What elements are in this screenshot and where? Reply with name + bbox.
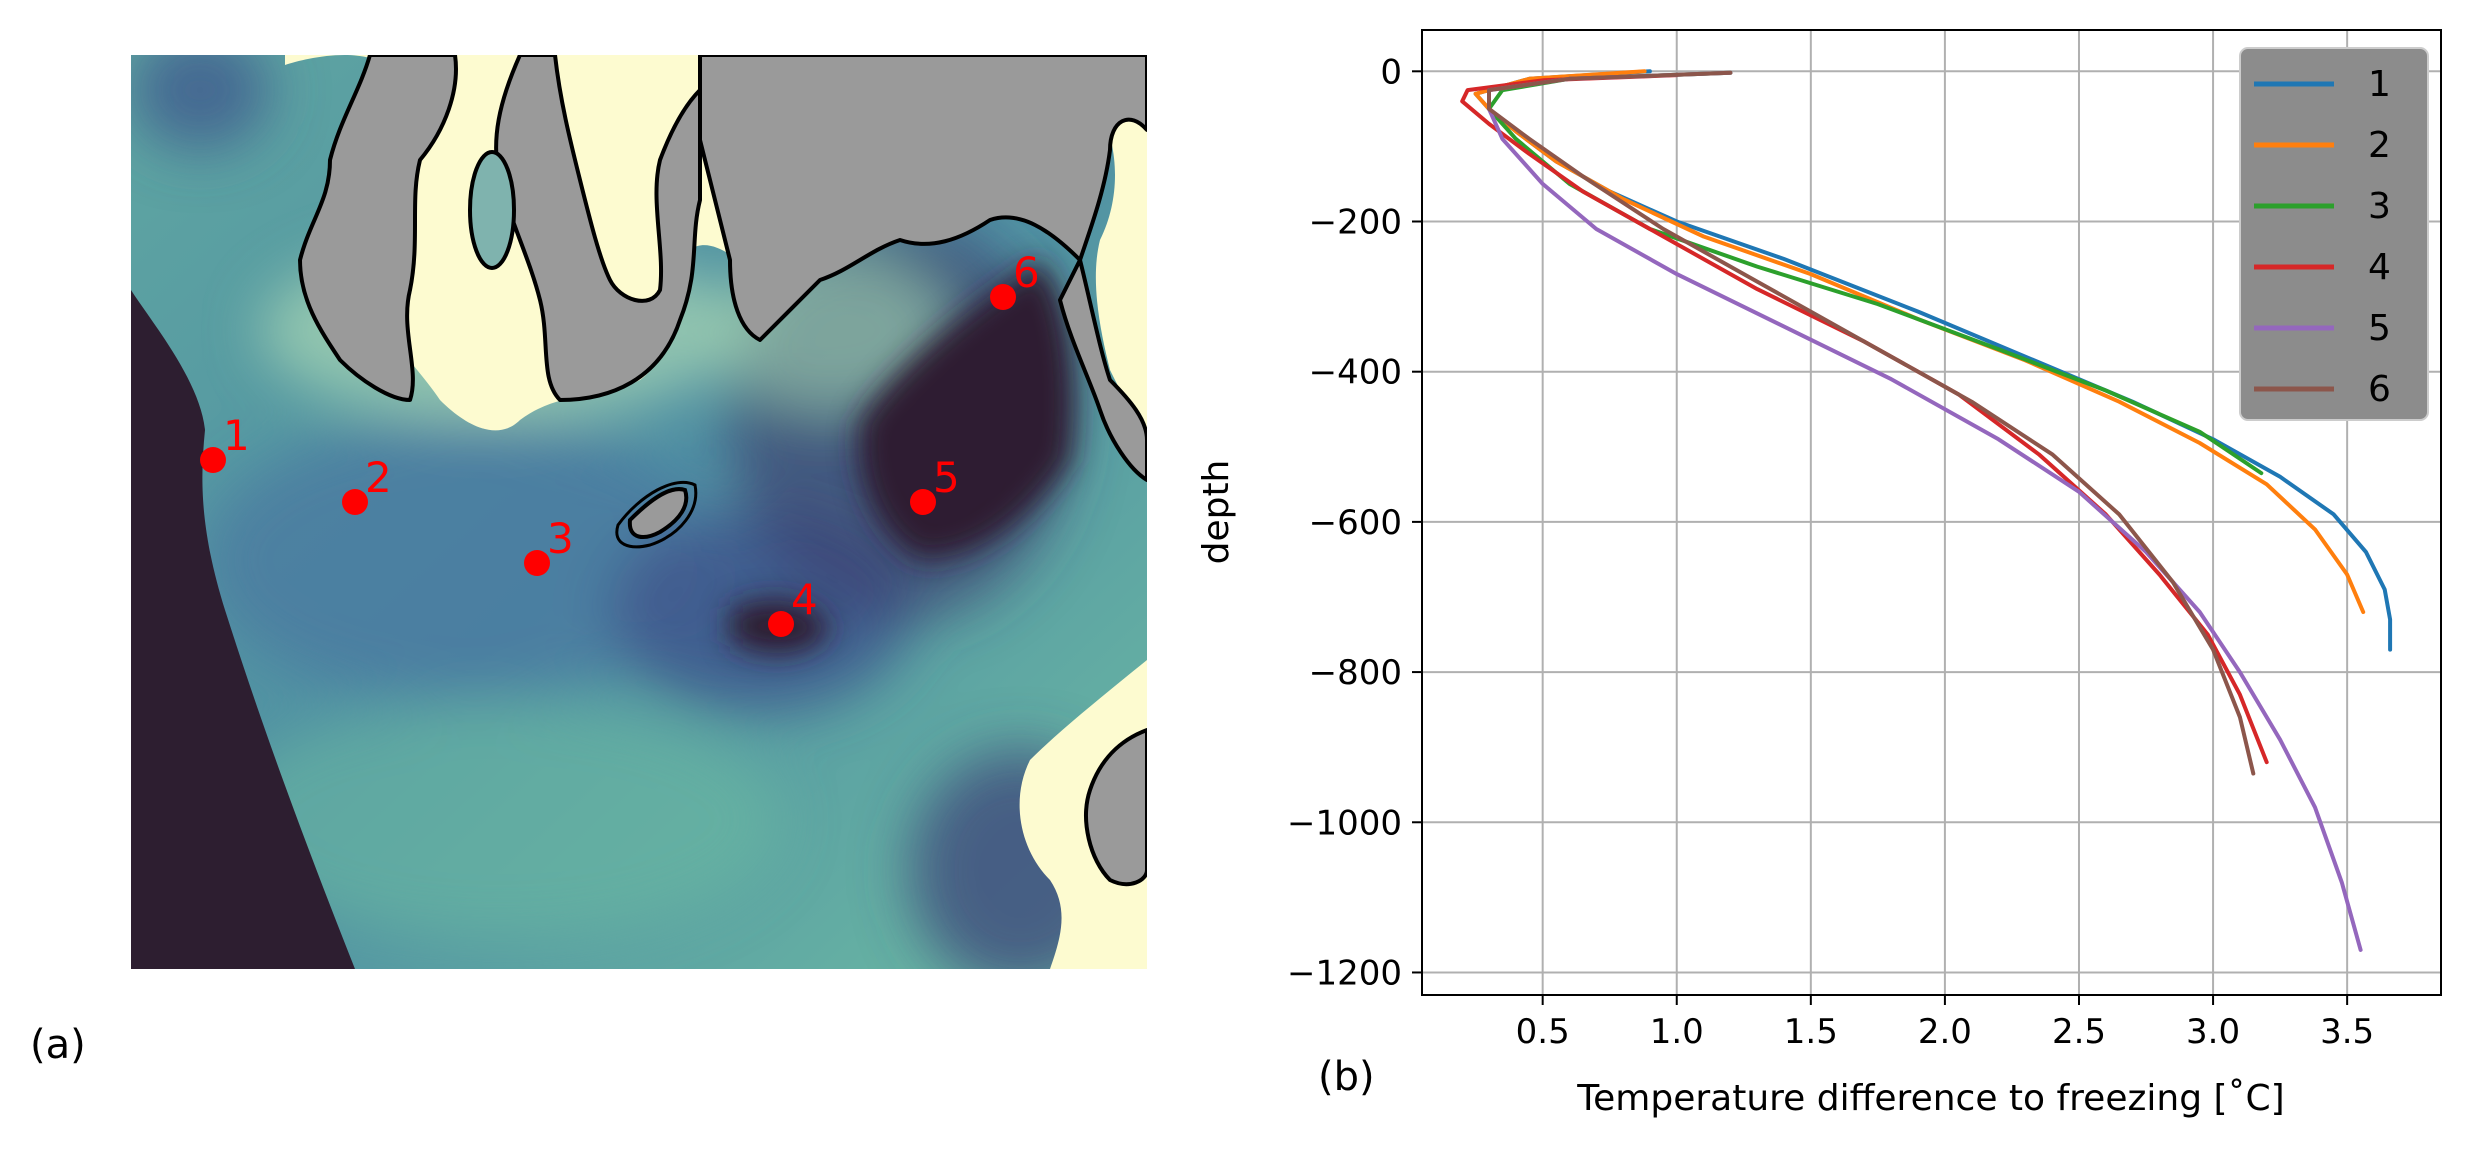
x-axis-label: Temperature difference to freezing [˚C] <box>1576 1078 2284 1119</box>
station-marker-1 <box>200 447 226 473</box>
island <box>627 487 689 539</box>
legend-label-3: 3 <box>2368 186 2391 227</box>
x-tick-label: 2.5 <box>2052 1012 2106 1052</box>
station-label-2: 2 <box>365 453 392 502</box>
y-tick-label: −600 <box>1309 503 1402 543</box>
legend-label-1: 1 <box>2368 64 2391 105</box>
legend-label-6: 6 <box>2368 369 2391 410</box>
station-label-6: 6 <box>1013 248 1040 297</box>
station-marker-4 <box>768 611 794 637</box>
y-tick-label: −200 <box>1309 202 1402 242</box>
x-tick-label: 0.5 <box>1516 1012 1570 1052</box>
y-tick-label: −1200 <box>1287 953 1402 993</box>
x-tick-label: 1.5 <box>1784 1012 1838 1052</box>
station-label-3: 3 <box>547 514 574 563</box>
y-tick-label: −1000 <box>1287 803 1402 843</box>
y-axis: 0 −200 −400 −600 −800 −1000 −1200 <box>1287 52 1422 993</box>
y-tick-label: −400 <box>1309 353 1402 393</box>
legend: 1 2 3 4 5 6 <box>2239 47 2429 421</box>
plot-frame <box>1421 29 2442 996</box>
series-group <box>1460 69 2393 952</box>
legend-box <box>2239 47 2429 421</box>
x-tick-label: 1.0 <box>1650 1012 1704 1052</box>
station-marker-3 <box>524 550 550 576</box>
island-shelf-outline <box>615 480 698 549</box>
series-line-2 <box>1473 69 2366 614</box>
y-tick-label: 0 <box>1380 52 1402 92</box>
deep-ocean <box>131 290 355 969</box>
series-line-6 <box>1487 70 2256 776</box>
legend-label-5: 5 <box>2368 308 2391 349</box>
x-axis: 0.5 1.0 1.5 2.0 2.5 3.0 3.5 <box>1516 995 2374 1052</box>
station-label-4: 4 <box>791 575 818 624</box>
station-marker-6 <box>990 284 1016 310</box>
x-tick-label: 3.5 <box>2320 1012 2374 1052</box>
station-marker-5 <box>910 489 936 515</box>
map-panel: 1 2 3 4 5 6 <box>131 55 1147 969</box>
station-label-1: 1 <box>223 411 250 460</box>
profile-chart: 0.5 1.0 1.5 2.0 2.5 3.0 3.5 0 −200 −400 −600 −800 −… <box>1196 29 2442 1119</box>
panel-label-a: (a) <box>30 1022 86 1068</box>
y-tick-label: −800 <box>1309 653 1402 693</box>
legend-label-2: 2 <box>2368 125 2391 166</box>
y-axis-label: depth <box>1196 460 1237 565</box>
station-marker-2 <box>342 489 368 515</box>
legend-label-4: 4 <box>2368 247 2391 288</box>
lake <box>468 150 516 270</box>
x-tick-label: 2.0 <box>1918 1012 1972 1052</box>
panel-label-b: (b) <box>1318 1054 1375 1100</box>
x-tick-label: 3.0 <box>2186 1012 2240 1052</box>
station-label-5: 5 <box>933 453 960 502</box>
station-markers: 1 2 3 4 5 6 <box>200 248 1040 637</box>
land <box>298 55 1147 887</box>
series-line-4 <box>1460 73 2269 765</box>
